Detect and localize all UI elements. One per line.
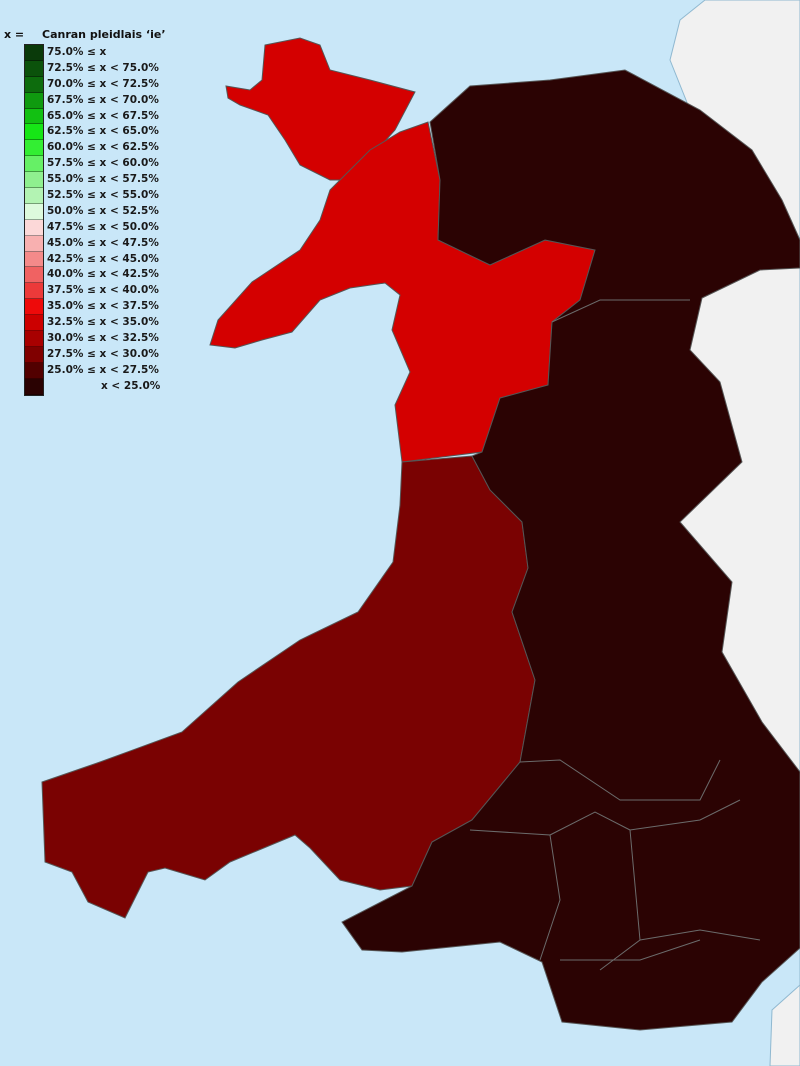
legend-label: 42.5% ≤ x < 45.0% (47, 252, 159, 265)
legend-swatch: 65.0% ≤ x < 67.5% (25, 108, 159, 125)
legend-label: 47.5% ≤ x < 50.0% (47, 220, 159, 233)
legend-label: 60.0% ≤ x < 62.5% (47, 141, 159, 154)
legend: x = Canran pleidlais ‘ie’ 75.0% ≤ x 72.5%… (4, 28, 166, 396)
legend-label: 57.5% ≤ x < 60.0% (47, 157, 159, 170)
legend-swatch: 75.0% ≤ x (25, 45, 106, 61)
legend-swatch: 72.5% ≤ x < 75.0% (25, 60, 159, 77)
legend-swatch: 42.5% ≤ x < 45.0% (25, 251, 159, 268)
legend-label: 50.0% ≤ x < 52.5% (47, 204, 159, 217)
legend-variable: x = (4, 28, 25, 41)
internal-boundaries (469, 299, 761, 971)
legend-swatch: 67.5% ≤ x < 70.0% (25, 92, 159, 109)
legend-label: 65.0% ≤ x < 67.5% (47, 109, 159, 122)
legend-label: 67.5% ≤ x < 70.0% (47, 93, 159, 106)
legend-label: 30.0% ≤ x < 32.5% (47, 332, 159, 345)
region-anglesey (225, 37, 416, 181)
legend-label: x < 25.0% (101, 379, 161, 392)
legend-swatch: 47.5% ≤ x < 50.0% (25, 219, 159, 236)
legend-swatch: 50.0% ≤ x < 52.5% (25, 203, 159, 220)
legend-swatch: 30.0% ≤ x < 32.5% (25, 331, 159, 347)
legend-swatch: x < 25.0% (25, 378, 160, 395)
legend-label: 27.5% ≤ x < 30.0% (47, 347, 159, 360)
legend-swatch: 40.0% ≤ x < 42.5% (25, 267, 159, 284)
legend-swatch: 35.0% ≤ x < 37.5% (25, 299, 159, 316)
legend-swatch: 37.5% ≤ x < 40.0% (25, 283, 159, 300)
legend-label: 35.0% ≤ x < 37.5% (47, 300, 159, 313)
legend-label: 45.0% ≤ x < 47.5% (47, 236, 159, 249)
legend-label: 25.0% ≤ x < 27.5% (47, 363, 159, 376)
legend-swatch: 57.5% ≤ x < 60.0% (25, 156, 159, 173)
legend-title: Canran pleidlais ‘ie’ (42, 28, 166, 41)
legend-swatch: 45.0% ≤ x < 47.5% (25, 235, 159, 252)
legend-swatch: 55.0% ≤ x < 57.5% (25, 172, 159, 189)
legend-label: 52.5% ≤ x < 55.0% (47, 189, 159, 202)
legend-label: 37.5% ≤ x < 40.0% (47, 284, 159, 297)
legend-swatch: 60.0% ≤ x < 62.5% (25, 140, 159, 157)
legend-swatch: 32.5% ≤ x < 35.0% (25, 315, 159, 332)
legend-swatch: 25.0% ≤ x < 27.5% (25, 362, 159, 379)
legend-swatch: 62.5% ≤ x < 65.0% (25, 124, 159, 141)
legend-swatch: 52.5% ≤ x < 55.0% (25, 188, 159, 204)
legend-label: 55.0% ≤ x < 57.5% (47, 173, 159, 186)
legend-label: 62.5% ≤ x < 65.0% (47, 125, 159, 138)
legend-scale: 75.0% ≤ x 72.5% ≤ x < 75.0% 70.0% ≤ x < 72… (24, 44, 160, 396)
legend-label: 70.0% ≤ x < 72.5% (47, 77, 159, 90)
legend-swatch: 27.5% ≤ x < 30.0% (25, 346, 159, 363)
legend-label: 32.5% ≤ x < 35.0% (47, 316, 159, 329)
legend-swatch: 70.0% ≤ x < 72.5% (25, 76, 159, 93)
legend-label: 75.0% ≤ x (47, 46, 107, 58)
legend-label: 40.0% ≤ x < 42.5% (47, 268, 159, 281)
legend-label: 72.5% ≤ x < 75.0% (47, 61, 159, 74)
region-north-east-and-south-east-dark (341, 69, 800, 1031)
